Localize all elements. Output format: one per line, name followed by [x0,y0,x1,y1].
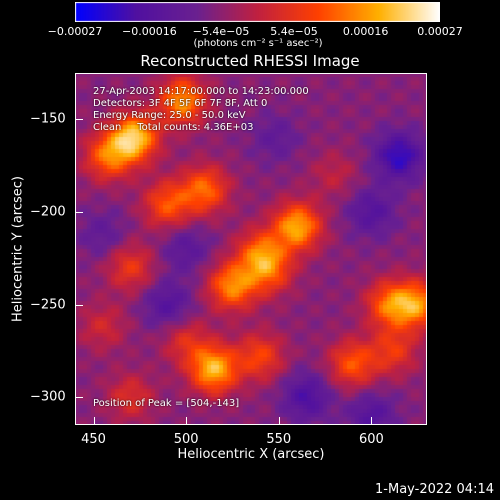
y-tick-mark [75,304,83,306]
y-tick-label: −300 [30,389,66,405]
colorbar-tick-label: 5.4e−05 [270,25,318,38]
x-tick-label: 500 [173,432,199,447]
y-tick-label: −250 [30,297,66,313]
y-tick-mark [75,397,83,399]
colorbar-tick-label: 0.00027 [417,25,463,38]
annotation-energy-range: Energy Range: 25.0 - 50.0 keV [93,110,246,121]
colorbar-tick-label: 0.00016 [342,25,389,38]
y-tick-mark [75,211,83,213]
x-tick-label: 450 [81,432,106,447]
x-tick-mark [278,417,280,425]
x-tick-mark [371,417,373,425]
y-tick-label: −200 [30,204,66,220]
rhessi-image-heatmap [75,73,427,425]
y-axis-label: Heliocentric Y (arcsec) [10,176,26,322]
y-tick-mark [75,119,83,121]
timestamp: 1-May-2022 04:14 [375,482,494,497]
colorbar-tick-label: −0.00016 [121,25,177,38]
annotation-peak-position: Position of Peak = [504,-143] [93,398,240,409]
x-axis-label: Heliocentric X (arcsec) [177,447,325,462]
colorbar-tick-label: −0.00027 [47,25,103,38]
x-tick-label: 550 [266,432,292,447]
chart-title: Reconstructed RHESSI Image [140,52,360,70]
annotation-detectors: Detectors: 3F 4F 5F 6F 7F 8F, Att 0 [93,98,268,109]
y-tick-label: −150 [30,111,66,127]
annotation-clean-counts: Clean Total counts: 4.36E+03 [93,122,254,133]
colorbar [75,2,440,22]
x-tick-label: 600 [358,432,384,447]
plot-frame [75,73,427,425]
colorbar-tick-label: −5.4e−05 [192,25,250,38]
x-tick-mark [186,417,188,425]
x-tick-mark [93,417,95,425]
colorbar-unit-label: (photons cm⁻² s⁻¹ asec⁻²) [193,38,323,49]
annotation-time-range: 27-Apr-2003 14:17:00.000 to 14:23:00.000 [93,86,309,97]
